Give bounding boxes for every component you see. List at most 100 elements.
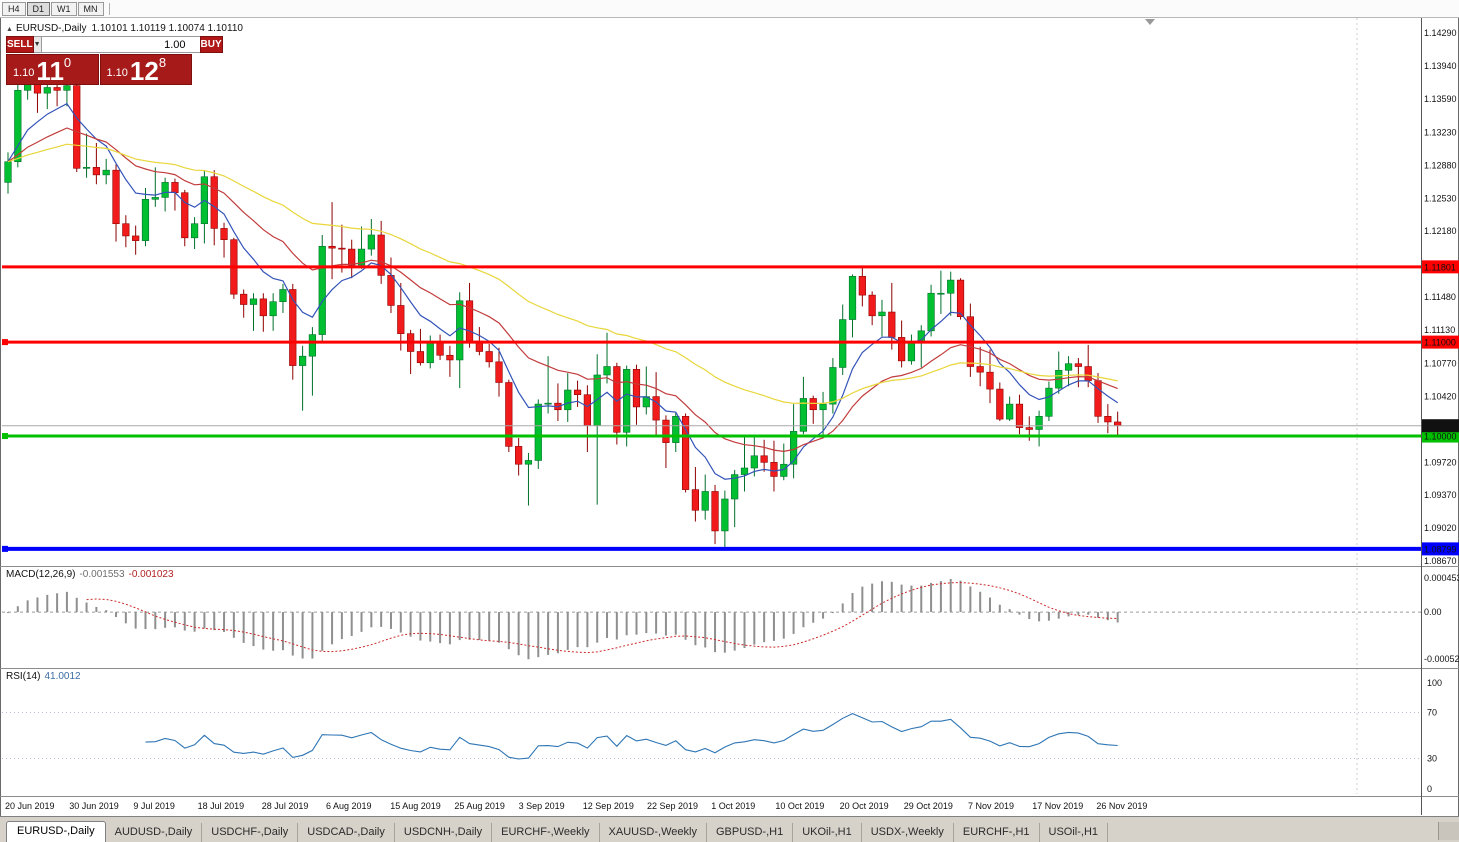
volume-dropdown-icon[interactable]: ▼ (33, 36, 42, 53)
chart-collapse-icon[interactable]: ▲ (6, 26, 13, 33)
macd-histogram-bar (507, 612, 510, 650)
price-axis-label: 1.11480 (1424, 292, 1456, 302)
chart-tab-eurusd-daily[interactable]: EURUSD-,Daily (6, 821, 106, 842)
chart-tab-eurchf-h1[interactable]: EURCHF-,H1 (954, 823, 1040, 842)
price-axis-label: 1.08670 (1424, 556, 1457, 566)
macd-histogram-bar (1067, 612, 1070, 617)
candle-body (141, 198, 150, 241)
macd-histogram-bar (998, 604, 1001, 613)
macd-histogram-bar (478, 612, 481, 641)
macd-signal-value: -0.001023 (128, 569, 174, 580)
candle-body (986, 371, 994, 390)
candle-body (731, 474, 739, 500)
candle-body (898, 337, 906, 362)
macd-histogram-bar (733, 612, 736, 651)
macd-histogram-bar (792, 612, 795, 634)
macd-histogram-bar (625, 612, 628, 636)
chart-ohlc-values: 1.10101 1.10119 1.10074 1.10110 (91, 23, 243, 34)
candle-body (279, 289, 287, 302)
support-line-green-tag (1421, 429, 1459, 443)
chart-tab-ukoil-h1[interactable]: UKOil-,H1 (793, 823, 862, 842)
tab-bar-corner[interactable] (1438, 822, 1459, 840)
date-axis-label: 29 Oct 2019 (904, 801, 953, 811)
candle-body (711, 491, 719, 532)
macd-histogram-bar (439, 612, 442, 644)
candle-body (515, 446, 523, 465)
candle-body (809, 398, 817, 411)
support-line-blue-handle[interactable] (2, 545, 8, 552)
chart-tab-usdx-weekly[interactable]: USDX-,Weekly (862, 823, 954, 842)
date-axis-label: 26 Nov 2019 (1096, 801, 1147, 811)
macd-histogram-bar (468, 612, 471, 640)
timeframe-button-h4[interactable]: H4 (2, 1, 26, 16)
buy-price-tile[interactable]: 1.10 12 8 (99, 54, 192, 86)
chart-tab-usoil-h1[interactable]: USOil-,H1 (1040, 823, 1109, 842)
macd-histogram-bar (900, 584, 903, 613)
support-line-green-handle[interactable] (2, 433, 8, 440)
chart-tab-xauusd-weekly[interactable]: XAUUSD-,Weekly (600, 823, 707, 842)
timeframe-button-mn[interactable]: MN (77, 1, 104, 16)
macd-histogram-bar (134, 612, 137, 629)
candle-body (161, 182, 169, 198)
timeframe-bar: H4 D1 W1 MN (0, 0, 1459, 18)
date-axis-label: 25 Aug 2019 (454, 801, 505, 811)
macd-histogram-bar (831, 612, 834, 614)
macd-histogram-bar (1018, 612, 1021, 615)
candle-body (996, 388, 1004, 420)
macd-axis-label: 0.00 (1424, 607, 1442, 617)
price-axis-label: 1.13940 (1424, 61, 1457, 71)
buy-price-big: 12 (129, 55, 159, 86)
candle-body (573, 389, 582, 396)
timeframe-button-d1[interactable]: D1 (26, 1, 51, 16)
candle-body (240, 293, 248, 305)
sell-button[interactable]: SELL (6, 36, 34, 53)
macd-histogram-bar (124, 612, 127, 624)
volume-input[interactable] (41, 36, 200, 53)
candle-body (937, 292, 945, 295)
macd-histogram-bar (311, 612, 314, 659)
macd-histogram-bar (841, 603, 844, 613)
chart-shift-marker (1145, 19, 1155, 25)
resistance-line-2-tag-text: 1.11000 (1424, 338, 1456, 348)
candle-body (426, 341, 434, 364)
macd-histogram-bar (959, 580, 962, 613)
macd-histogram-bar (890, 581, 893, 613)
macd-histogram-bar (262, 612, 265, 650)
buy-button[interactable]: BUY (199, 36, 223, 53)
macd-histogram-bar (16, 606, 19, 613)
candle-body (190, 223, 199, 239)
macd-histogram-bar (350, 612, 353, 636)
one-click-trading-widget: SELL ▼ BUY 1.10 11 0 1.10 12 8 (6, 36, 223, 86)
macd-histogram-bar (1028, 612, 1031, 620)
ma-slow-yellow (7, 143, 1118, 404)
sell-price-tile[interactable]: 1.10 11 0 (6, 54, 99, 85)
chart-tab-gbpusd-h1[interactable]: GBPUSD-,H1 (707, 823, 794, 842)
candle-body (583, 394, 591, 427)
chart-tab-usdcad-daily[interactable]: USDCAD-,Daily (298, 823, 395, 842)
candle-body (878, 311, 886, 317)
chart-tab-usdcnh-daily[interactable]: USDCNH-,Daily (395, 823, 493, 842)
resistance-line-2-handle[interactable] (2, 339, 8, 346)
candle-body (505, 382, 513, 447)
macd-histogram-bar (871, 583, 874, 613)
macd-histogram-bar (1106, 612, 1109, 621)
candle-body (976, 366, 984, 373)
candle-body (770, 462, 778, 477)
macd-histogram-bar (763, 612, 766, 643)
timeframe-button-w1[interactable]: W1 (51, 1, 77, 16)
candle-body (249, 298, 258, 305)
rsi-indicator-label: RSI(14) 41.0012 (6, 671, 81, 682)
candle-body (446, 354, 454, 361)
macd-axis-label: -0.0005220 (1424, 654, 1459, 664)
macd-histogram-bar (1097, 612, 1100, 618)
chart-tab-usdchf-daily[interactable]: USDCHF-,Daily (202, 823, 299, 842)
macd-histogram-bar (802, 612, 805, 628)
macd-histogram-bar (203, 612, 206, 629)
macd-histogram-bar (46, 594, 49, 613)
chart-tab-audusd-daily[interactable]: AUDUSD-,Daily (106, 823, 203, 842)
candle-body (858, 276, 866, 296)
macd-histogram-bar (331, 612, 334, 645)
candle-body (357, 248, 366, 266)
chart-tab-eurchf-weekly[interactable]: EURCHF-,Weekly (492, 823, 600, 842)
